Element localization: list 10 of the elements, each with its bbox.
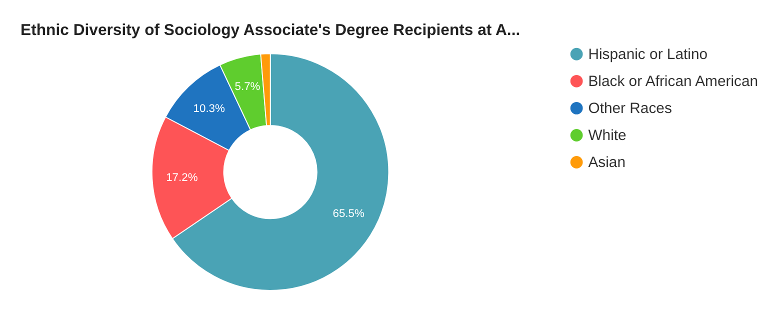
legend-label: Asian [588, 154, 626, 171]
chart-title: Ethnic Diversity of Sociology Associate's Degree Recipients at A... [20, 22, 520, 40]
legend-label: Hispanic or Latino [588, 46, 708, 63]
data-label: 10.3% [193, 102, 226, 115]
data-label: 5.7% [234, 81, 260, 94]
legend-label: Other Races [588, 100, 672, 117]
data-label: 17.2% [166, 172, 198, 184]
legend-label: White [588, 128, 626, 144]
data-label: 65.5% [332, 208, 365, 220]
legend-label: Black or African American [588, 74, 758, 90]
